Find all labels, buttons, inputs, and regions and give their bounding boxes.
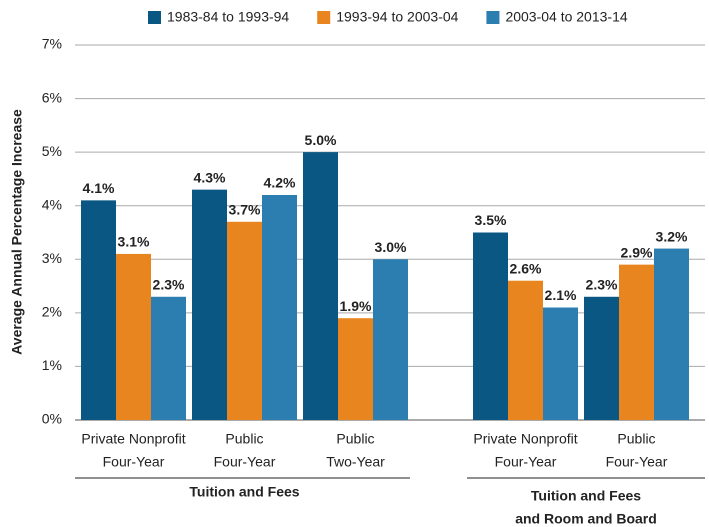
value-label: 3.7% [229,201,261,217]
bar [338,318,373,420]
legend-swatch [317,11,331,24]
x-tick-label: Four-Year [214,454,276,470]
y-tick-label: 7% [42,36,62,52]
y-tick-label: 1% [42,357,62,373]
value-label: 1.9% [340,298,372,314]
group-label: Tuition and Fees [531,488,641,504]
value-label: 4.3% [194,169,226,185]
legend-swatch [486,11,500,24]
legend-label: 2003-04 to 2013-14 [505,9,627,25]
value-label: 2.6% [510,260,542,276]
bar [543,307,578,420]
y-tick-label: 3% [42,250,62,266]
value-label: 2.3% [586,276,618,292]
bar [151,296,186,420]
x-tick-label: Four-Year [103,454,165,470]
bar [227,221,262,420]
y-tick-label: 4% [42,196,62,212]
bar [262,195,297,420]
bar [508,280,543,420]
value-label: 3.2% [656,228,688,244]
bar [116,253,151,420]
legend-label: 1983-84 to 1993-94 [167,9,289,25]
group-label: Tuition and Fees [189,484,299,500]
x-tick-label: Public [617,431,655,447]
y-tick-label: 5% [42,143,62,159]
value-label: 3.5% [475,212,507,228]
x-tick-label: Four-Year [606,454,668,470]
y-axis-title: Average Annual Percentage Increase [9,109,25,355]
value-label: 2.9% [621,244,653,260]
bar [473,232,508,420]
bar [303,152,338,420]
bar [192,189,227,420]
legend-label: 1993-94 to 2003-04 [336,9,458,25]
x-tick-label: Public [336,431,374,447]
value-label: 3.0% [375,239,407,255]
group-label: and Room and Board [515,511,657,527]
value-label: 5.0% [305,132,337,148]
bar [619,264,654,420]
y-tick-label: 2% [42,304,62,320]
x-tick-label: Private Nonprofit [473,431,577,447]
x-tick-label: Private Nonprofit [81,431,185,447]
x-tick-label: Four-Year [495,454,557,470]
bar [584,296,619,420]
value-label: 2.1% [545,287,577,303]
bar [654,248,689,420]
value-label: 3.1% [118,234,150,250]
x-tick-label: Two-Year [326,454,385,470]
bar [373,259,408,420]
bar [81,200,116,420]
value-label: 4.2% [264,175,296,191]
y-tick-label: 0% [42,411,62,427]
legend-swatch [148,11,161,24]
x-tick-label: Public [225,431,263,447]
y-tick-label: 6% [42,89,62,105]
value-label: 4.1% [83,180,115,196]
value-label: 2.3% [153,276,185,292]
